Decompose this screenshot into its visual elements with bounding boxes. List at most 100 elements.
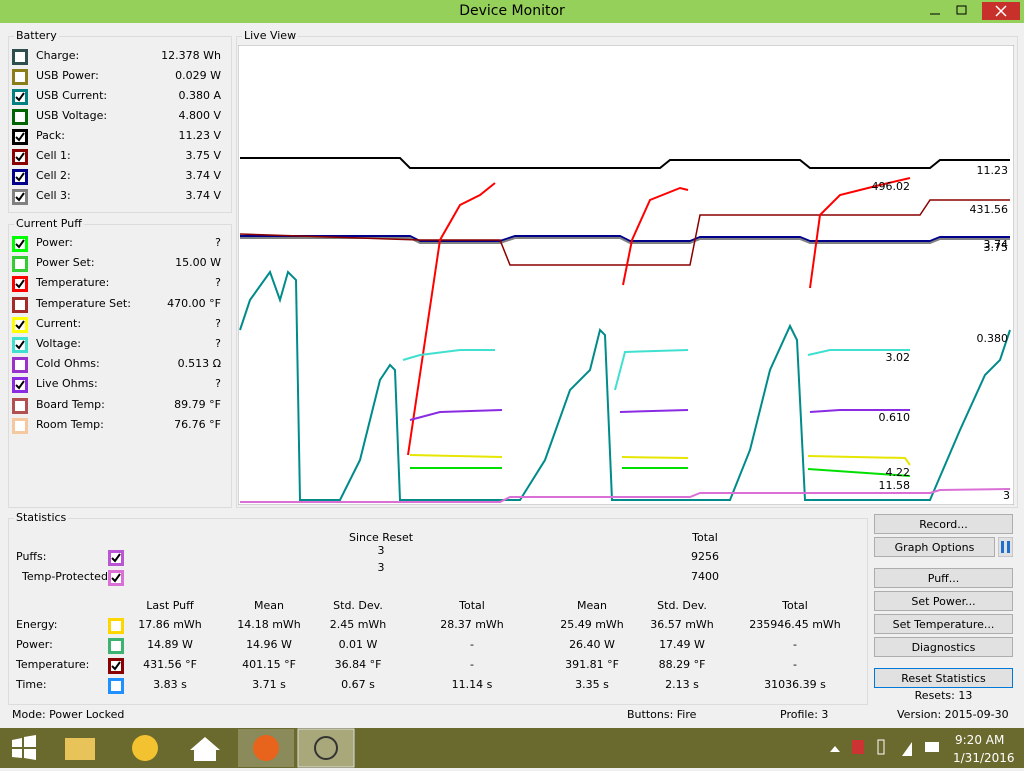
checkbox[interactable] — [12, 89, 28, 105]
checkbox[interactable] — [12, 169, 28, 185]
row-label: Board Temp: — [36, 397, 105, 411]
app-icon[interactable] — [132, 735, 158, 761]
checkbox[interactable] — [12, 189, 28, 205]
row-label: Pack: — [36, 129, 66, 142]
count-since: 3 — [377, 561, 385, 574]
row-value: 0.029 W — [175, 69, 221, 82]
stats-header: Total — [692, 531, 718, 544]
button[interactable]: Graph Options — [874, 537, 995, 557]
status-buttons: Buttons: Fire — [627, 708, 697, 721]
count-total: 7400 — [691, 570, 719, 583]
checkbox[interactable] — [12, 337, 28, 353]
trace-label: 3.75 — [983, 241, 1009, 254]
row-label: Cell 1: — [36, 149, 71, 162]
firefox-icon[interactable] — [253, 735, 279, 761]
button[interactable]: Set Temperature... — [874, 614, 1013, 634]
checkbox[interactable] — [12, 397, 28, 414]
checkbox[interactable] — [12, 149, 28, 165]
stat-cell: 14.18 mWh — [237, 618, 301, 631]
checkbox[interactable] — [12, 276, 28, 293]
trace-label: 0.610 — [878, 411, 911, 424]
row-value: 4.800 V — [178, 109, 221, 122]
checkbox[interactable] — [12, 357, 28, 374]
button[interactable]: Record... — [874, 514, 1013, 534]
row-value: ? — [215, 377, 221, 391]
button[interactable]: Set Power... — [874, 591, 1013, 611]
row-value: 0.380 A — [178, 89, 221, 102]
row-label: USB Current: — [36, 89, 108, 102]
count-since: 3 — [377, 544, 385, 557]
row-label: Cell 2: — [36, 169, 71, 182]
checkbox[interactable] — [108, 678, 124, 694]
stat-label: Temperature: — [16, 658, 90, 671]
monitor-icon[interactable] — [314, 736, 338, 760]
row-value: 89.79 °F — [174, 397, 221, 411]
button[interactable]: Diagnostics — [874, 637, 1013, 657]
checkbox[interactable] — [108, 570, 124, 586]
taskbar — [0, 728, 1024, 768]
stat-cell: 36.84 °F — [334, 658, 382, 671]
battery-group: Battery — [8, 29, 232, 213]
window-controls[interactable] — [920, 2, 1020, 20]
checkbox[interactable] — [12, 236, 28, 252]
window-title: Device Monitor — [459, 3, 565, 19]
row-label: Temperature: — [36, 276, 110, 290]
trace-label: 431.56 — [969, 203, 1009, 216]
button[interactable]: Reset Statistics — [874, 668, 1013, 688]
row-value: 3.74 V — [185, 189, 221, 202]
column-header: Std. Dev. — [657, 599, 707, 612]
checkbox[interactable] — [12, 69, 28, 85]
checkbox[interactable] — [12, 377, 28, 394]
stats-header: Since Reset — [348, 531, 414, 544]
checkbox[interactable] — [12, 49, 28, 65]
checkbox[interactable] — [12, 109, 28, 125]
checkbox[interactable] — [12, 296, 28, 313]
row-value: 0.513 Ω — [177, 357, 221, 371]
button[interactable]: Puff... — [874, 568, 1013, 588]
stat-cell: 25.49 mWh — [560, 618, 624, 631]
row-value: 15.00 W — [175, 256, 221, 270]
checkbox[interactable] — [108, 638, 124, 654]
trace-label: 0.380 — [976, 332, 1009, 345]
group-title: Statistics — [14, 511, 69, 524]
explorer-icon[interactable] — [65, 738, 95, 760]
column-header: Mean — [577, 599, 607, 612]
graph-options-icon[interactable] — [997, 536, 1014, 558]
stat-cell: 391.81 °F — [565, 658, 619, 671]
row-label: USB Power: — [36, 69, 99, 82]
checkbox[interactable] — [108, 618, 124, 634]
stat-cell: 28.37 mWh — [440, 618, 504, 631]
title-bar — [0, 0, 1024, 23]
row-value: ? — [215, 316, 221, 330]
current-puff-group: Current Puff — [8, 217, 232, 508]
stat-cell: 235946.45 mWh — [749, 618, 841, 631]
home-icon[interactable] — [190, 737, 220, 761]
column-header: Last Puff — [146, 599, 194, 612]
stat-cell: 17.49 W — [659, 638, 705, 651]
checkbox[interactable] — [108, 658, 124, 674]
column-header: Std. Dev. — [333, 599, 383, 612]
row-label: Charge: — [36, 49, 80, 62]
row-value: ? — [215, 337, 221, 350]
row-label: Power: — [36, 236, 73, 249]
checkbox[interactable] — [12, 316, 28, 333]
checkbox[interactable] — [12, 256, 28, 273]
row-label: Temperature Set: — [36, 296, 131, 310]
status-mode: Mode: Power Locked — [12, 708, 125, 721]
trace-label: 496.02 — [871, 180, 911, 193]
stat-cell: 36.57 mWh — [650, 618, 714, 631]
row-label: Room Temp: — [36, 417, 104, 431]
live-view-group: Live View — [236, 29, 1018, 508]
checkbox[interactable] — [108, 550, 124, 566]
row-label: Power Set: — [36, 256, 95, 270]
stat-cell: 3.71 s — [252, 678, 286, 691]
count-total: 9256 — [691, 550, 719, 563]
stat-cell: - — [470, 658, 474, 671]
checkbox[interactable] — [12, 417, 28, 434]
trace-label: 11.23 — [976, 164, 1009, 177]
checkbox[interactable] — [12, 129, 28, 145]
resets-label: Resets: 13 — [914, 689, 973, 702]
stat-cell: 401.15 °F — [242, 658, 296, 671]
trace-label: 4.22 — [885, 466, 911, 479]
